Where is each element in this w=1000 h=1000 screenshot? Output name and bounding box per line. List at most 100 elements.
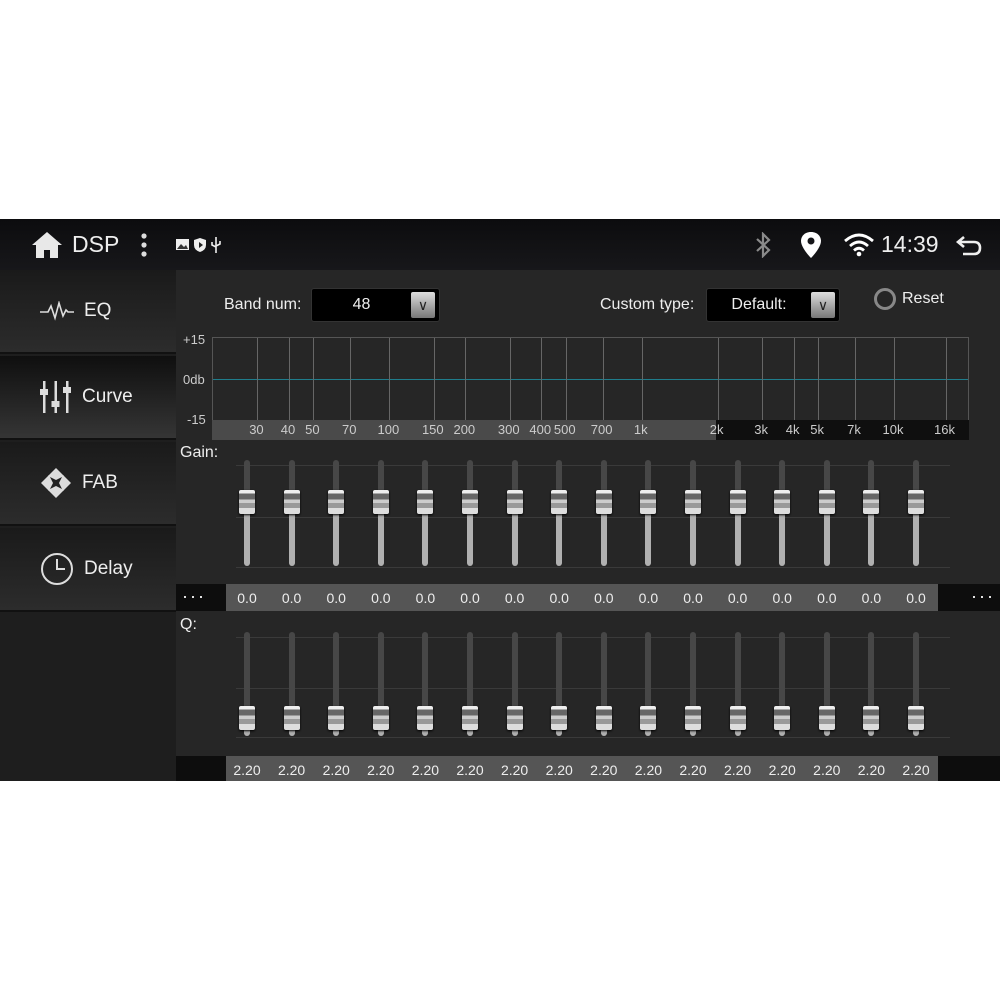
home-button[interactable]: DSP [30, 219, 119, 270]
gain-slider[interactable] [594, 460, 614, 566]
slider-thumb[interactable] [640, 706, 657, 731]
gain-slider[interactable] [906, 460, 926, 566]
scroll-right-button[interactable]: ··· [971, 586, 995, 606]
reset-button[interactable]: Reset [874, 288, 944, 310]
slider-thumb[interactable] [685, 490, 701, 515]
slider-thumb[interactable] [506, 490, 523, 515]
gain-value: 0.0 [727, 590, 748, 606]
x-tick-label: 400 [529, 422, 552, 437]
band-num-select[interactable]: 48 ∨ [311, 288, 440, 322]
slider-thumb[interactable] [595, 490, 612, 515]
slider-thumb[interactable] [729, 706, 746, 731]
q-values-bar: 2.20 2.20 2.20 2.20 2.20 2.20 2.20 2.20 2.20 2.20… [176, 756, 1000, 781]
sidebar-item-delay[interactable]: Delay [0, 528, 176, 612]
gain-label: Gain: [180, 444, 219, 461]
q-slider[interactable] [460, 632, 480, 736]
grid-line [602, 338, 604, 421]
q-slider[interactable] [505, 632, 525, 736]
slider-thumb[interactable] [863, 490, 880, 515]
more-menu-button[interactable] [139, 219, 149, 270]
gain-slider[interactable] [326, 460, 346, 566]
grid-line [350, 338, 352, 421]
gain-slider[interactable] [237, 460, 257, 566]
q-slider[interactable] [683, 632, 703, 736]
waveform-icon [40, 301, 74, 321]
q-slider[interactable] [326, 632, 346, 736]
slider-thumb[interactable] [372, 490, 389, 515]
x-tick-label: 150 [421, 422, 444, 437]
q-value: 2.20 [723, 762, 752, 778]
q-slider[interactable] [549, 632, 569, 736]
x-tick-label: 3k [754, 422, 768, 437]
grid-line [389, 338, 391, 421]
q-slider[interactable] [817, 632, 837, 736]
slider-thumb[interactable] [551, 490, 568, 515]
slider-thumb[interactable] [908, 490, 924, 515]
scroll-left-button[interactable]: ··· [182, 586, 206, 606]
slider-thumb[interactable] [239, 490, 255, 515]
grid-line [257, 338, 259, 421]
q-value: 2.20 [545, 762, 573, 778]
gain-slider[interactable] [549, 460, 569, 566]
status-bar: DSP 14:39 [0, 219, 1000, 270]
gain-slider[interactable] [371, 460, 391, 566]
q-value: 2.20 [768, 762, 796, 778]
slider-thumb[interactable] [640, 490, 657, 515]
eq-curve-line [213, 379, 968, 380]
slider-thumb[interactable] [595, 706, 612, 731]
slider-thumb[interactable] [908, 706, 924, 731]
slider-thumb[interactable] [685, 706, 701, 731]
gain-value: 0.0 [371, 590, 391, 606]
slider-thumb[interactable] [328, 490, 345, 515]
sidebar-item-eq[interactable]: EQ [0, 270, 176, 354]
slider-thumb[interactable] [818, 490, 835, 515]
gain-slider[interactable] [861, 460, 881, 566]
slider-thumb[interactable] [729, 490, 746, 515]
slider-thumb[interactable] [417, 490, 434, 515]
gain-value: 0.0 [415, 590, 436, 606]
slider-thumb[interactable] [417, 706, 434, 731]
slider-thumb[interactable] [774, 706, 791, 731]
gain-slider[interactable] [817, 460, 837, 566]
slider-thumb[interactable] [462, 706, 478, 731]
back-button[interactable] [955, 219, 983, 270]
q-slider[interactable] [282, 632, 302, 736]
slider-thumb[interactable] [551, 706, 568, 731]
slider-thumb[interactable] [818, 706, 835, 731]
q-slider[interactable] [371, 632, 391, 736]
gain-slider[interactable] [282, 460, 302, 566]
back-icon [955, 235, 982, 255]
slider-thumb[interactable] [462, 490, 478, 515]
slider-thumb[interactable] [774, 490, 791, 515]
slider-thumb[interactable] [372, 706, 389, 731]
slider-thumb[interactable] [863, 706, 880, 731]
slider-thumb[interactable] [239, 706, 255, 731]
gain-value: 0.0 [549, 590, 569, 606]
grid-line [641, 338, 643, 421]
gain-slider[interactable] [505, 460, 525, 566]
q-slider[interactable] [728, 632, 748, 736]
gain-slider[interactable] [460, 460, 480, 566]
q-slider[interactable] [237, 632, 257, 736]
gain-value: 0.0 [504, 590, 525, 606]
gain-slider[interactable] [415, 460, 435, 566]
q-value: 2.20 [277, 762, 306, 778]
q-slider[interactable] [415, 632, 435, 736]
q-slider[interactable] [772, 632, 792, 736]
gain-slider[interactable] [683, 460, 703, 566]
gain-slider[interactable] [638, 460, 658, 566]
slider-thumb[interactable] [506, 706, 523, 731]
slider-thumb[interactable] [283, 706, 300, 731]
q-slider[interactable] [594, 632, 614, 736]
q-slider[interactable] [861, 632, 881, 736]
custom-type-select[interactable]: Default: ∨ [706, 288, 840, 322]
slider-thumb[interactable] [328, 706, 345, 731]
sidebar-item-fab[interactable]: FAB [0, 442, 176, 526]
q-slider[interactable] [638, 632, 658, 736]
gain-slider[interactable] [728, 460, 748, 566]
sidebar-item-curve[interactable]: Curve [0, 356, 176, 440]
q-slider[interactable] [906, 632, 926, 736]
gain-slider[interactable] [772, 460, 792, 566]
q-value: 2.20 [411, 762, 440, 778]
slider-thumb[interactable] [283, 490, 300, 515]
